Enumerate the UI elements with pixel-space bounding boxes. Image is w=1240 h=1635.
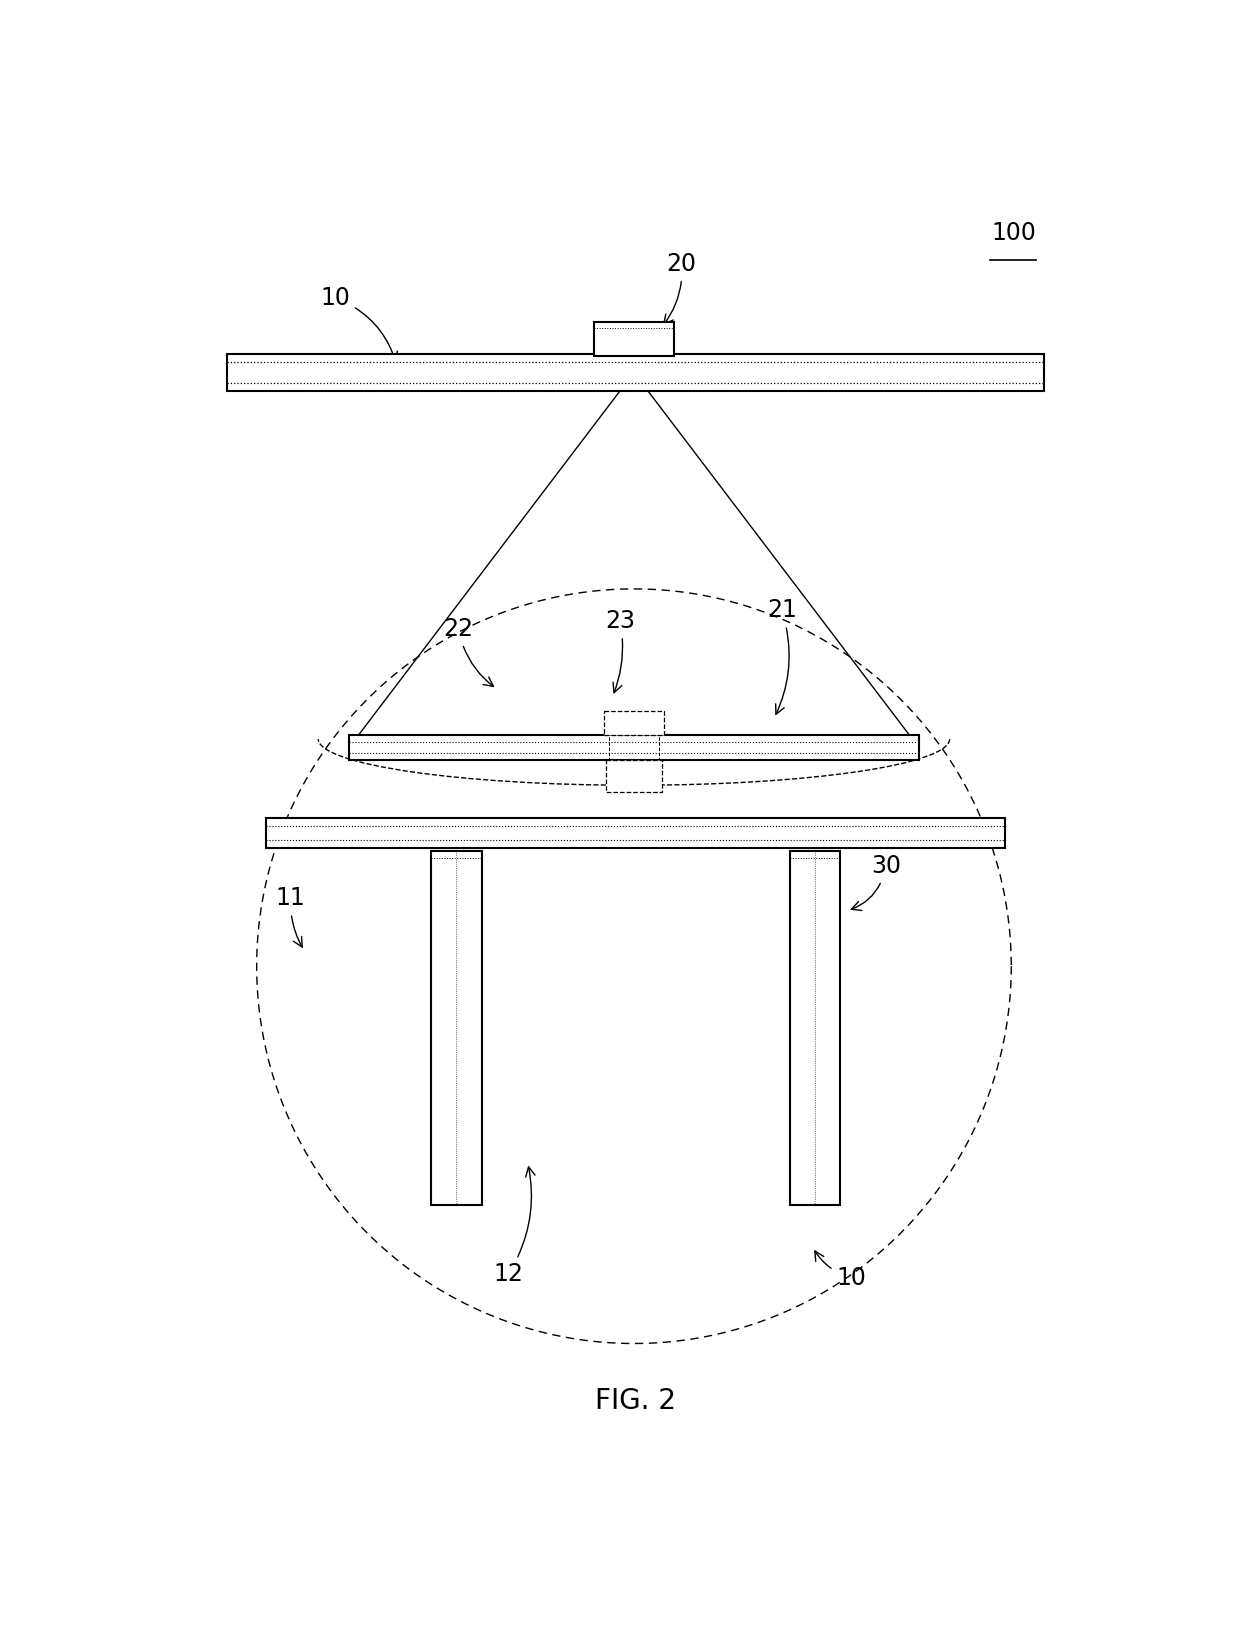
Bar xyxy=(265,819,1006,847)
Bar xyxy=(790,850,839,1205)
Text: 11: 11 xyxy=(275,886,305,947)
Text: 10: 10 xyxy=(320,286,397,361)
Text: 23: 23 xyxy=(605,610,635,693)
Text: FIG. 2: FIG. 2 xyxy=(595,1386,676,1416)
Bar xyxy=(350,736,919,760)
Bar xyxy=(227,355,1044,391)
Text: 12: 12 xyxy=(494,1167,534,1287)
Text: 21: 21 xyxy=(766,598,797,714)
Text: 22: 22 xyxy=(444,616,494,687)
Bar xyxy=(604,711,663,736)
Text: 20: 20 xyxy=(663,252,697,324)
Bar xyxy=(432,850,481,1205)
Text: 100: 100 xyxy=(991,221,1037,245)
Bar xyxy=(594,322,675,355)
Text: 30: 30 xyxy=(852,853,900,911)
Bar xyxy=(606,760,662,793)
Text: 10: 10 xyxy=(815,1251,866,1290)
